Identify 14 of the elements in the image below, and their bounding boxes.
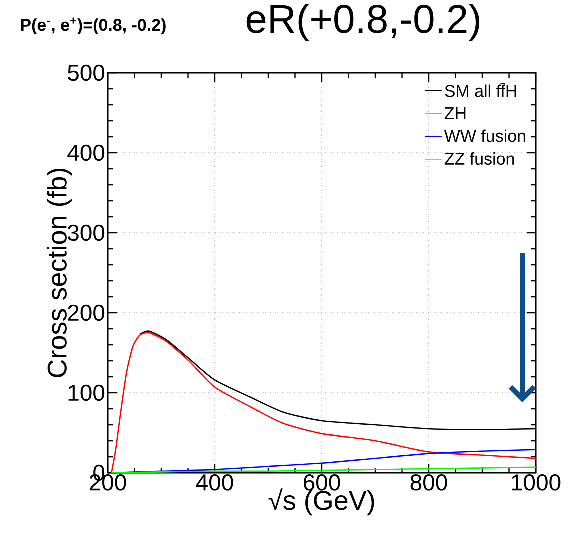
- y-tick-label: 300: [68, 224, 105, 242]
- x-tick-label: 800: [410, 474, 448, 491]
- legend-label: ZZ fusion: [444, 152, 514, 166]
- legend-label: ZH: [444, 108, 466, 120]
- y-tick-label: 500: [68, 64, 105, 82]
- x-tick-label: 600: [304, 474, 340, 491]
- chart-title: eR(+0.8,-0.2): [246, 4, 480, 42]
- legend-label: WW fusion: [444, 130, 526, 142]
- x-tick-label: 1000: [512, 474, 561, 491]
- x-tick-label: 400: [196, 474, 234, 491]
- y-tick-label: 100: [68, 384, 105, 402]
- y-tick-label: 400: [68, 144, 105, 162]
- chart-subtitle: P(e$^{-}$, e$^{+}$)=(0.8, -0.2): [21, 18, 166, 35]
- legend-label: SM all ff̄H: [445, 83, 516, 98]
